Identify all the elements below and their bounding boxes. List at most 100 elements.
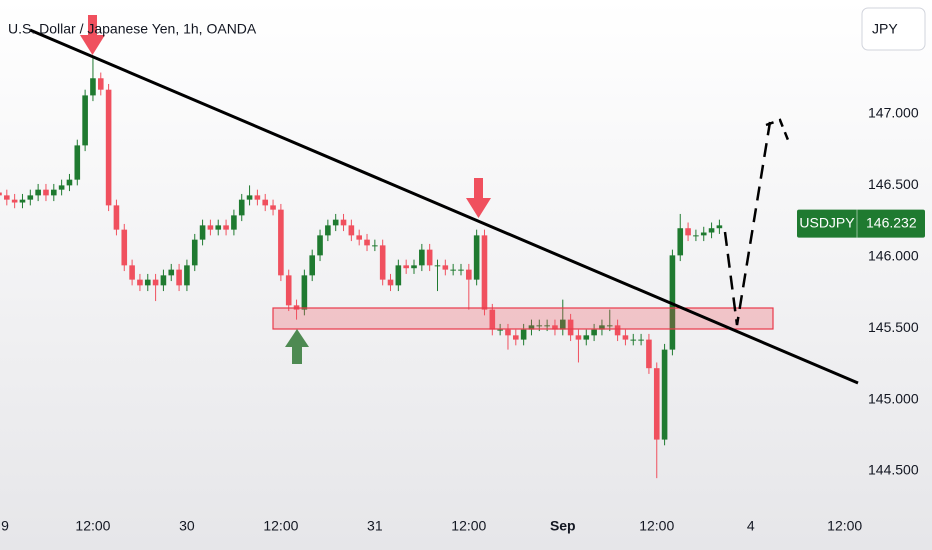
candle-body: [614, 325, 621, 336]
candle-body: [434, 265, 441, 267]
candle-body: [505, 329, 511, 336]
up-arrow: [285, 329, 309, 364]
down-arrow: [80, 15, 105, 55]
x-tick-label: 12:00: [451, 518, 486, 534]
candle-body: [27, 195, 34, 200]
candle-body: [309, 255, 316, 276]
candle-body: [567, 319, 574, 336]
candle-body: [395, 265, 402, 286]
candle-body: [50, 189, 57, 196]
candle-body: [246, 195, 253, 200]
candle-body: [152, 279, 159, 286]
y-tick-label: 146.000: [868, 247, 919, 263]
candle-body: [591, 329, 597, 336]
candle-body: [599, 325, 605, 330]
y-tick-label: 144.500: [868, 462, 919, 478]
chart-title: U.S. Dollar / Japanese Yen, 1h, OANDA: [8, 21, 257, 37]
candle-body: [254, 195, 261, 200]
candle-body: [317, 235, 323, 256]
x-tick-label: Sep: [550, 518, 576, 534]
candle-body: [552, 325, 558, 330]
candle-body: [262, 199, 269, 206]
candle-body: [301, 275, 308, 310]
candle-body: [348, 225, 355, 236]
candle-body: [66, 179, 73, 186]
candle-body: [387, 279, 394, 286]
trend-line: [29, 28, 859, 385]
projection-path: [765, 118, 790, 141]
candle-body: [442, 265, 449, 270]
price-axis: 144.500 145.000 145.500 146.000 146.500 147.0…: [1, 105, 925, 534]
x-tick-label: 12:00: [639, 518, 674, 534]
candle-body: [207, 225, 214, 230]
candle-body: [168, 269, 175, 276]
candle-body: [58, 185, 65, 190]
candle-body: [278, 209, 284, 276]
candle-body: [544, 325, 550, 327]
candles: [0, 56, 723, 479]
x-tick-label: 12:00: [75, 518, 110, 534]
candle-body: [489, 309, 496, 330]
candle-body: [458, 269, 464, 271]
candle-body: [176, 269, 182, 286]
candle-body: [661, 349, 668, 440]
candle-body: [82, 95, 88, 146]
candle-body: [105, 89, 112, 206]
x-tick-label: 12:00: [263, 518, 298, 534]
candle-body: [144, 279, 151, 286]
candle-body: [426, 249, 433, 266]
candle-body: [630, 339, 637, 341]
candle-body: [403, 265, 409, 269]
candle-body: [340, 219, 347, 226]
x-tick-label: 12:00: [827, 518, 862, 534]
currency-button[interactable]: [861, 7, 926, 51]
candle-body: [622, 335, 629, 340]
x-tick-label: 4: [747, 518, 755, 534]
x-tick-label: 31: [367, 518, 383, 534]
candle-body: [160, 275, 167, 286]
last-price-label: 146.232: [866, 214, 917, 230]
candle-body: [90, 78, 96, 96]
candle-body: [700, 232, 707, 236]
candle-body: [223, 225, 229, 230]
x-tick-label: 30: [179, 518, 195, 534]
candle-body: [481, 235, 488, 310]
candle-body: [419, 249, 425, 266]
candle-body: [450, 269, 456, 271]
candle-body: [191, 239, 198, 266]
candle-body: [716, 225, 723, 229]
candle-body: [184, 265, 190, 286]
candle-body: [332, 219, 339, 226]
candle-body: [4, 195, 10, 200]
candle-body: [121, 229, 128, 266]
candle-body: [513, 335, 519, 340]
projection-path: [723, 121, 772, 326]
down-arrow: [466, 178, 491, 218]
candle-body: [129, 265, 135, 280]
candle-body: [583, 335, 590, 340]
candle-body: [638, 339, 644, 341]
candle-body: [74, 145, 81, 180]
candle-body: [0, 192, 2, 196]
candle-body: [113, 205, 120, 230]
candle-body: [325, 225, 331, 236]
candle-body: [685, 228, 691, 236]
candle-body: [606, 325, 613, 327]
candle-body: [199, 225, 206, 240]
candle-body: [137, 279, 143, 286]
symbol-label: USDJPY: [799, 214, 855, 230]
candle-body: [520, 329, 527, 340]
candle-body: [708, 228, 715, 233]
candle-body: [270, 205, 276, 210]
candle-body: [97, 78, 104, 90]
y-tick-label: 147.000: [868, 105, 919, 121]
candle-body: [231, 215, 237, 230]
candle-body: [559, 319, 566, 330]
candle-body: [497, 329, 503, 331]
candle-body: [693, 235, 699, 237]
candle-body: [653, 368, 660, 440]
y-tick-label: 145.000: [868, 390, 919, 406]
y-tick-label: 145.500: [868, 319, 919, 335]
